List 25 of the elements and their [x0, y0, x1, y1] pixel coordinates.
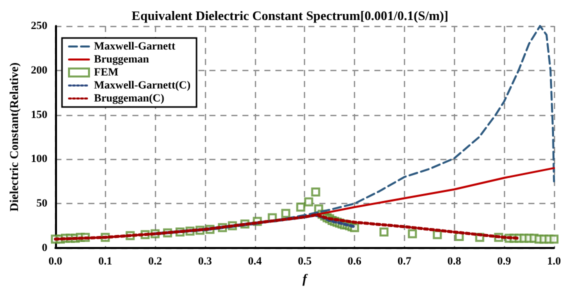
y-tick-label: 100 — [30, 153, 48, 166]
y-tick-label: 0 — [42, 242, 48, 254]
x-tick-label: 0.4 — [248, 256, 262, 268]
y-tick-label: 200 — [30, 64, 48, 76]
legend-label: FEM — [94, 66, 120, 78]
x-tick-label: 0.2 — [148, 256, 162, 268]
x-tick-label: 0.8 — [447, 256, 462, 268]
y-axis-title: Dielectric Constant(Relative) — [7, 62, 21, 212]
x-tick-label: 0.9 — [497, 256, 512, 268]
x-tick-label: 0.0 — [48, 256, 63, 268]
legend-label: Maxwell-Garnett — [94, 40, 176, 52]
legend-label: Bruggeman — [94, 54, 149, 66]
y-tick-label: 250 — [30, 20, 48, 32]
x-tick-label: 0.5 — [298, 256, 312, 268]
x-tick-label: 0.7 — [398, 256, 412, 268]
y-tick-label: 50 — [36, 198, 48, 210]
x-tick-label: 0.6 — [348, 256, 362, 268]
x-tick-label: 0.3 — [198, 256, 212, 268]
y-tick-label: 150 — [30, 108, 48, 121]
x-axis-title: f — [302, 270, 309, 286]
legend-label: Bruggeman(C) — [94, 92, 165, 104]
legend-label: Maxwell-Garnett(C) — [94, 80, 191, 92]
x-tick-label: 0.1 — [98, 256, 112, 268]
chart-title: Equivalent Dielectric Constant Spectrum[0.001/0.1(S/m)] — [132, 8, 448, 23]
x-tick-label: 1.0 — [547, 256, 562, 268]
